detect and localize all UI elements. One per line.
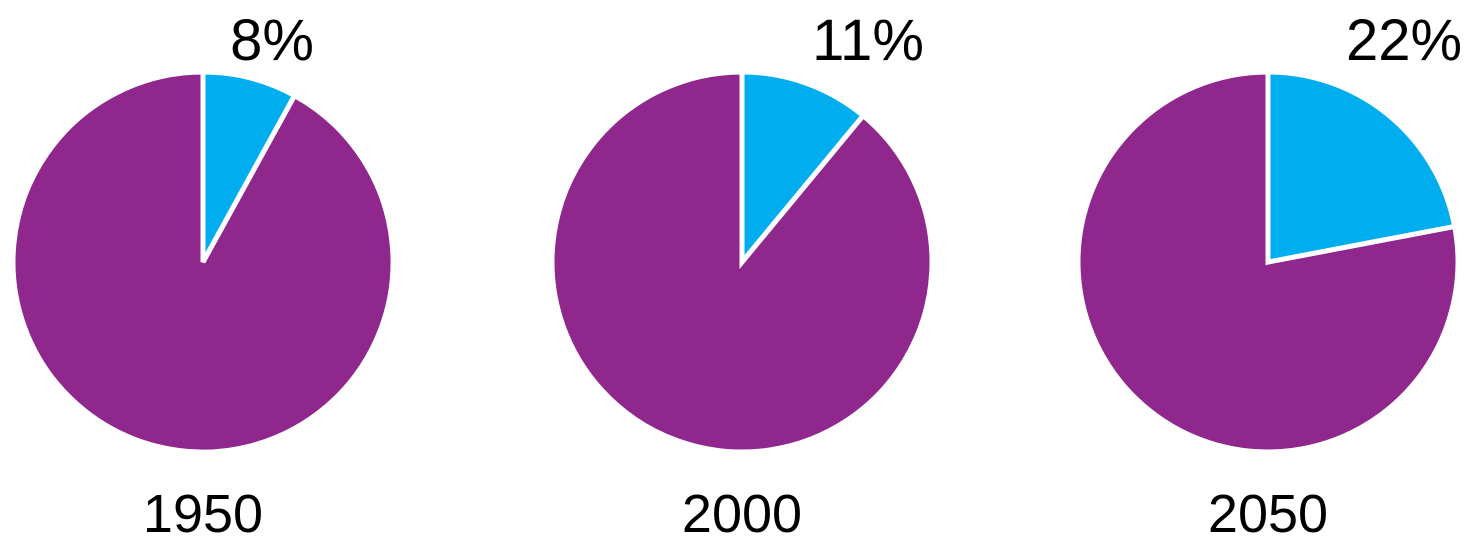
pie-chart-2000: 11% 2000 (549, 8, 935, 541)
pie-chart-1950: 8% 1950 (10, 8, 396, 541)
year-label: 1950 (143, 484, 263, 541)
percent-label: 11% (812, 8, 924, 73)
year-label: 2000 (682, 484, 802, 541)
pie-slice-remainder (1075, 69, 1461, 455)
pie-slice-highlight (200, 69, 298, 264)
percent-label: 22% (1346, 8, 1462, 73)
pie-chart-2050: 22% 2050 (1075, 8, 1462, 541)
year-label: 2050 (1208, 484, 1328, 541)
pie-slice-highlight (739, 69, 867, 269)
pie-slice-highlight (1265, 69, 1458, 266)
percent-label: 8% (230, 8, 314, 73)
